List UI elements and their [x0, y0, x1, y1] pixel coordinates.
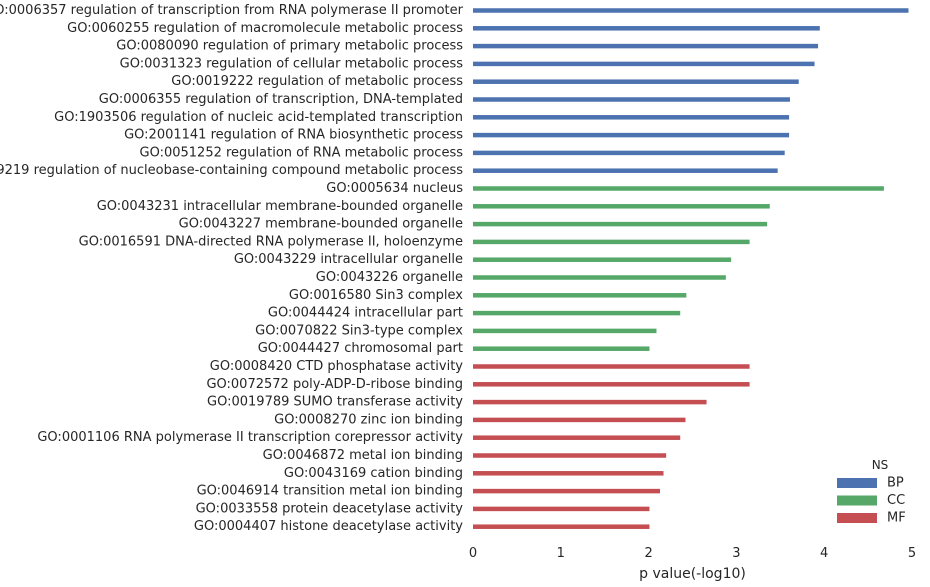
bar-mf: [473, 471, 664, 476]
bar-cc: [473, 310, 681, 316]
x-axis-title: p value(-log10): [639, 566, 746, 582]
bar-bp: [473, 79, 799, 84]
category-label: GO:0006357 regulation of transcription f…: [0, 3, 464, 18]
category-label: GO:0008270 zinc ion binding: [274, 412, 463, 427]
bar-bp: [473, 61, 815, 67]
bar-cc: [473, 257, 732, 262]
bar-bp: [473, 132, 790, 138]
category-label: GO:0051252 regulation of RNA metabolic p…: [140, 145, 464, 160]
legend-label-bp: BP: [887, 476, 904, 491]
legend-label-mf: MF: [887, 511, 906, 526]
category-label: GO:0043229 intracellular organelle: [234, 252, 463, 267]
category-label: GO:0046872 metal ion binding: [263, 448, 463, 463]
x-axis-ticks: 0 1 2 3 4 5: [469, 546, 916, 561]
bar-cc: [473, 204, 770, 209]
category-label: GO:0008420 CTD phosphatase activity: [210, 359, 464, 374]
category-label: GO:0043231 intracellular membrane-bounde…: [97, 199, 463, 214]
bar-bp: [473, 150, 785, 156]
x-tick-label: 3: [732, 546, 740, 561]
legend: NS BP CC MF: [837, 458, 906, 526]
legend-swatch-mf: [837, 513, 877, 523]
category-label: GO:0046914 transition metal ion binding: [197, 484, 463, 499]
category-label: GO:0031323 regulation of cellular metabo…: [120, 56, 464, 71]
bar-cc: [473, 328, 657, 334]
category-labels: GO:0006357 regulation of transcription f…: [0, 3, 464, 534]
category-label: GO:0043169 cation binding: [284, 466, 463, 481]
bar-mf: [473, 435, 681, 440]
x-tick-label: 4: [820, 546, 828, 561]
category-label: GO:0044424 intracellular part: [268, 306, 463, 321]
category-label: GO:0006355 regulation of transcription, …: [99, 92, 463, 107]
x-tick-label: 1: [557, 546, 565, 561]
category-label: GO:0005634 nucleus: [326, 181, 463, 196]
category-label: GO:0016580 Sin3 complex: [289, 288, 463, 303]
category-label: GO:0043227 membrane-bounded organelle: [179, 217, 463, 232]
bar-mf: [473, 364, 750, 369]
category-label: GO:0043226 organelle: [316, 270, 463, 285]
category-label: GO:0080090 regulation of primary metabol…: [116, 39, 463, 54]
bar-mf: [473, 382, 750, 387]
bar-bp: [473, 43, 819, 49]
x-tick-label: 0: [469, 546, 477, 561]
bar-bp: [473, 26, 820, 31]
category-label: GO:0019219 regulation of nucleobase-cont…: [0, 163, 463, 178]
bar-bp: [473, 168, 778, 173]
x-tick-label: 5: [908, 546, 916, 561]
category-label: GO:0060255 regulation of macromolecule m…: [67, 21, 463, 36]
category-label: GO:0016591 DNA-directed RNA polymerase I…: [79, 234, 463, 249]
bar-bp: [473, 115, 790, 120]
x-tick-label: 2: [644, 546, 652, 561]
bar-cc: [473, 293, 687, 298]
bar-cc: [473, 221, 768, 227]
category-label: GO:0072572 poly-ADP-D-ribose binding: [206, 377, 463, 392]
bar-mf: [473, 453, 667, 458]
category-label: GO:0070822 Sin3-type complex: [255, 323, 463, 338]
category-label: GO:0004407 histone deacetylase activity: [194, 519, 463, 534]
bar-cc: [473, 239, 750, 245]
bar-mf: [473, 399, 707, 405]
legend-swatch-bp: [837, 478, 877, 488]
category-label: GO:1903506 regulation of nucleic acid-te…: [54, 110, 463, 125]
category-label: GO:2001141 regulation of RNA biosyntheti…: [124, 128, 463, 143]
category-label: GO:0033558 protein deacetylase activity: [196, 501, 464, 516]
category-label: GO:0019222 regulation of metabolic proce…: [171, 74, 463, 89]
category-label: GO:0001106 RNA polymerase II transcripti…: [37, 430, 463, 445]
bar-bp: [473, 8, 909, 13]
bar-cc: [473, 275, 726, 280]
category-label: GO:0019789 SUMO transferase activity: [207, 395, 463, 410]
bars: [473, 8, 909, 529]
bar-bp: [473, 97, 790, 102]
bar-mf: [473, 506, 650, 512]
legend-title: NS: [872, 458, 889, 472]
bar-mf: [473, 488, 661, 494]
bar-cc: [473, 186, 884, 191]
category-label: GO:0044427 chromosomal part: [258, 341, 463, 356]
bar-mf: [473, 524, 650, 529]
bar-cc: [473, 346, 650, 351]
bar-mf: [473, 417, 686, 423]
legend-swatch-cc: [837, 495, 877, 506]
legend-label-cc: CC: [887, 493, 905, 508]
